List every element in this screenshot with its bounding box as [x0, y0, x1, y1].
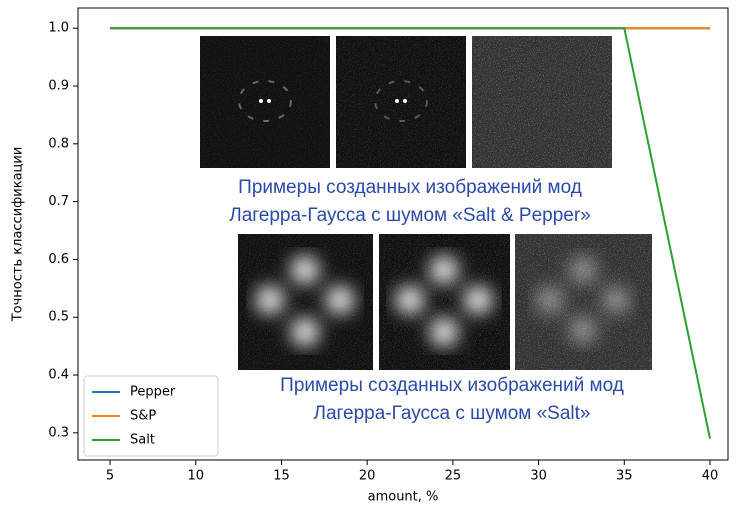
inset-sp-3: [472, 36, 612, 168]
y-tick-label: 1.0: [48, 21, 69, 36]
y-tick-label: 0.4: [48, 368, 69, 383]
y-axis-label: Точность классификации: [11, 147, 26, 323]
x-tick-label: 5: [106, 469, 114, 484]
x-tick-label: 15: [273, 469, 290, 484]
y-tick-label: 0.7: [48, 194, 69, 209]
x-tick-label: 30: [530, 469, 547, 484]
chart: Примеры созданных изображений мод Лагерр…: [0, 0, 736, 509]
x-tick-label: 10: [187, 469, 204, 484]
y-tick-label: 0.9: [48, 79, 69, 94]
caption: Примеры созданных изображений мод: [280, 375, 624, 396]
legend-label: Salt: [130, 433, 155, 448]
inset-salt-3: [515, 234, 652, 370]
x-tick-label: 25: [445, 469, 462, 484]
inset-images: [200, 36, 652, 370]
x-tick-label: 35: [616, 469, 633, 484]
inset-salt-1: [238, 234, 373, 370]
y-tick-label: 0.8: [48, 136, 69, 151]
x-tick-label: 40: [702, 469, 719, 484]
y-tick-label: 0.6: [48, 252, 69, 267]
legend-label: Pepper: [130, 385, 176, 400]
y-tick-label: 0.3: [48, 425, 69, 440]
legend: Pepper S&P Salt: [84, 376, 218, 456]
inset-sp-2: [336, 36, 466, 168]
inset-salt-2: [379, 234, 510, 370]
caption: Примеры созданных изображений мод: [238, 177, 582, 198]
caption: Лагерра-Гаусса с шумом «Salt»: [313, 403, 590, 424]
x-axis-label: amount, %: [368, 490, 439, 505]
legend-label: S&P: [130, 409, 156, 424]
caption: Лагерра-Гаусса с шумом «Salt & Pepper»: [229, 205, 591, 226]
inset-sp-1: [200, 36, 330, 168]
y-tick-label: 0.5: [48, 310, 69, 325]
x-tick-label: 20: [359, 469, 376, 484]
